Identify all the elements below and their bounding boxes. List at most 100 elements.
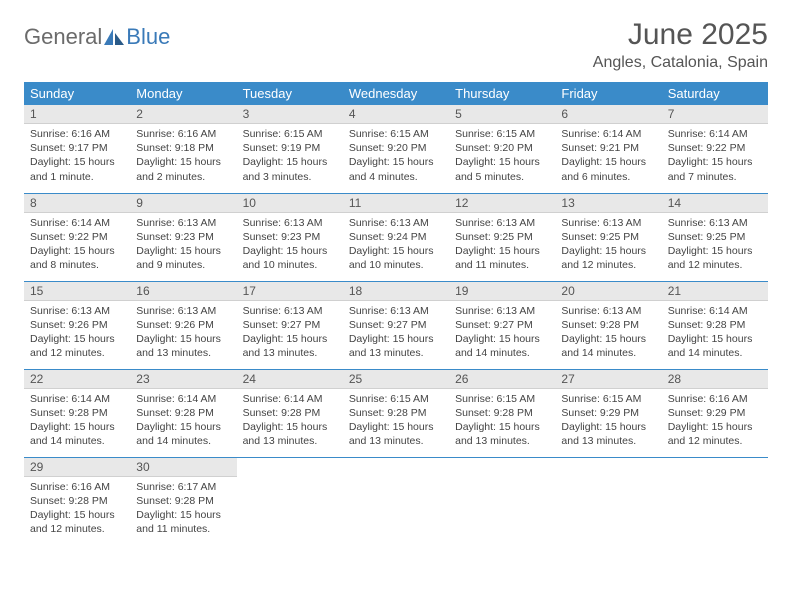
week-row: 15Sunrise: 6:13 AMSunset: 9:26 PMDayligh… — [24, 281, 768, 369]
day-info: Sunrise: 6:15 AMSunset: 9:20 PMDaylight:… — [343, 124, 449, 190]
day-cell: 21Sunrise: 6:14 AMSunset: 9:28 PMDayligh… — [662, 281, 768, 369]
weekday-header: Sunday — [24, 82, 130, 105]
header: General Blue June 2025 Angles, Catalonia… — [24, 18, 768, 72]
day-cell: 1Sunrise: 6:16 AMSunset: 9:17 PMDaylight… — [24, 105, 130, 193]
day-number: 6 — [555, 105, 661, 124]
weekday-header: Tuesday — [237, 82, 343, 105]
day-info: Sunrise: 6:17 AMSunset: 9:28 PMDaylight:… — [130, 477, 236, 543]
day-cell: 19Sunrise: 6:13 AMSunset: 9:27 PMDayligh… — [449, 281, 555, 369]
day-number: 24 — [237, 370, 343, 389]
day-cell: 20Sunrise: 6:13 AMSunset: 9:28 PMDayligh… — [555, 281, 661, 369]
day-cell: 28Sunrise: 6:16 AMSunset: 9:29 PMDayligh… — [662, 369, 768, 457]
day-number: 27 — [555, 370, 661, 389]
day-number: 30 — [130, 458, 236, 477]
day-info: Sunrise: 6:16 AMSunset: 9:17 PMDaylight:… — [24, 124, 130, 190]
week-row: 8Sunrise: 6:14 AMSunset: 9:22 PMDaylight… — [24, 193, 768, 281]
day-info: Sunrise: 6:15 AMSunset: 9:19 PMDaylight:… — [237, 124, 343, 190]
day-number: 13 — [555, 194, 661, 213]
day-info: Sunrise: 6:14 AMSunset: 9:28 PMDaylight:… — [662, 301, 768, 367]
logo: General Blue — [24, 24, 170, 50]
day-cell: 29Sunrise: 6:16 AMSunset: 9:28 PMDayligh… — [24, 457, 130, 545]
day-cell: 25Sunrise: 6:15 AMSunset: 9:28 PMDayligh… — [343, 369, 449, 457]
day-info: Sunrise: 6:15 AMSunset: 9:20 PMDaylight:… — [449, 124, 555, 190]
day-number: 26 — [449, 370, 555, 389]
day-cell: 15Sunrise: 6:13 AMSunset: 9:26 PMDayligh… — [24, 281, 130, 369]
day-number: 8 — [24, 194, 130, 213]
day-info: Sunrise: 6:13 AMSunset: 9:26 PMDaylight:… — [24, 301, 130, 367]
day-number: 17 — [237, 282, 343, 301]
day-cell: 14Sunrise: 6:13 AMSunset: 9:25 PMDayligh… — [662, 193, 768, 281]
day-cell: 13Sunrise: 6:13 AMSunset: 9:25 PMDayligh… — [555, 193, 661, 281]
weekday-header: Wednesday — [343, 82, 449, 105]
day-cell: 30Sunrise: 6:17 AMSunset: 9:28 PMDayligh… — [130, 457, 236, 545]
weekday-header-row: Sunday Monday Tuesday Wednesday Thursday… — [24, 82, 768, 105]
day-cell: 9Sunrise: 6:13 AMSunset: 9:23 PMDaylight… — [130, 193, 236, 281]
day-number: 2 — [130, 105, 236, 124]
day-info: Sunrise: 6:14 AMSunset: 9:28 PMDaylight:… — [24, 389, 130, 455]
day-cell: 17Sunrise: 6:13 AMSunset: 9:27 PMDayligh… — [237, 281, 343, 369]
day-cell: 3Sunrise: 6:15 AMSunset: 9:19 PMDaylight… — [237, 105, 343, 193]
day-cell: 16Sunrise: 6:13 AMSunset: 9:26 PMDayligh… — [130, 281, 236, 369]
day-info: Sunrise: 6:13 AMSunset: 9:28 PMDaylight:… — [555, 301, 661, 367]
day-number: 25 — [343, 370, 449, 389]
day-number: 16 — [130, 282, 236, 301]
day-cell: 23Sunrise: 6:14 AMSunset: 9:28 PMDayligh… — [130, 369, 236, 457]
day-info: Sunrise: 6:14 AMSunset: 9:28 PMDaylight:… — [237, 389, 343, 455]
day-info: Sunrise: 6:16 AMSunset: 9:29 PMDaylight:… — [662, 389, 768, 455]
calendar-table: Sunday Monday Tuesday Wednesday Thursday… — [24, 82, 768, 545]
weekday-header: Monday — [130, 82, 236, 105]
day-info: Sunrise: 6:13 AMSunset: 9:27 PMDaylight:… — [237, 301, 343, 367]
day-info: Sunrise: 6:15 AMSunset: 9:28 PMDaylight:… — [343, 389, 449, 455]
day-number: 22 — [24, 370, 130, 389]
day-number: 14 — [662, 194, 768, 213]
day-number: 9 — [130, 194, 236, 213]
day-number: 15 — [24, 282, 130, 301]
day-cell: 5Sunrise: 6:15 AMSunset: 9:20 PMDaylight… — [449, 105, 555, 193]
day-info: Sunrise: 6:13 AMSunset: 9:23 PMDaylight:… — [237, 213, 343, 279]
day-number: 5 — [449, 105, 555, 124]
day-info: Sunrise: 6:16 AMSunset: 9:28 PMDaylight:… — [24, 477, 130, 543]
day-number: 7 — [662, 105, 768, 124]
day-number: 28 — [662, 370, 768, 389]
day-number: 23 — [130, 370, 236, 389]
day-number: 21 — [662, 282, 768, 301]
day-info: Sunrise: 6:13 AMSunset: 9:27 PMDaylight:… — [449, 301, 555, 367]
logo-text-blue: Blue — [126, 24, 170, 50]
day-info: Sunrise: 6:15 AMSunset: 9:29 PMDaylight:… — [555, 389, 661, 455]
day-cell — [662, 457, 768, 545]
day-cell: 27Sunrise: 6:15 AMSunset: 9:29 PMDayligh… — [555, 369, 661, 457]
week-row: 22Sunrise: 6:14 AMSunset: 9:28 PMDayligh… — [24, 369, 768, 457]
day-cell: 10Sunrise: 6:13 AMSunset: 9:23 PMDayligh… — [237, 193, 343, 281]
day-info: Sunrise: 6:14 AMSunset: 9:28 PMDaylight:… — [130, 389, 236, 455]
day-cell: 2Sunrise: 6:16 AMSunset: 9:18 PMDaylight… — [130, 105, 236, 193]
calendar-body: 1Sunrise: 6:16 AMSunset: 9:17 PMDaylight… — [24, 105, 768, 545]
day-cell: 4Sunrise: 6:15 AMSunset: 9:20 PMDaylight… — [343, 105, 449, 193]
day-info: Sunrise: 6:14 AMSunset: 9:21 PMDaylight:… — [555, 124, 661, 190]
day-info: Sunrise: 6:16 AMSunset: 9:18 PMDaylight:… — [130, 124, 236, 190]
day-number: 10 — [237, 194, 343, 213]
day-cell — [555, 457, 661, 545]
day-cell: 18Sunrise: 6:13 AMSunset: 9:27 PMDayligh… — [343, 281, 449, 369]
logo-text-general: General — [24, 24, 102, 50]
day-cell: 8Sunrise: 6:14 AMSunset: 9:22 PMDaylight… — [24, 193, 130, 281]
day-number: 19 — [449, 282, 555, 301]
day-info: Sunrise: 6:14 AMSunset: 9:22 PMDaylight:… — [662, 124, 768, 190]
weekday-header: Saturday — [662, 82, 768, 105]
day-cell: 22Sunrise: 6:14 AMSunset: 9:28 PMDayligh… — [24, 369, 130, 457]
day-number: 20 — [555, 282, 661, 301]
day-cell: 11Sunrise: 6:13 AMSunset: 9:24 PMDayligh… — [343, 193, 449, 281]
day-cell: 12Sunrise: 6:13 AMSunset: 9:25 PMDayligh… — [449, 193, 555, 281]
weekday-header: Thursday — [449, 82, 555, 105]
day-info: Sunrise: 6:13 AMSunset: 9:25 PMDaylight:… — [662, 213, 768, 279]
day-number: 29 — [24, 458, 130, 477]
location: Angles, Catalonia, Spain — [593, 54, 768, 72]
day-cell — [449, 457, 555, 545]
day-number: 1 — [24, 105, 130, 124]
day-cell: 6Sunrise: 6:14 AMSunset: 9:21 PMDaylight… — [555, 105, 661, 193]
day-info: Sunrise: 6:13 AMSunset: 9:24 PMDaylight:… — [343, 213, 449, 279]
day-info: Sunrise: 6:14 AMSunset: 9:22 PMDaylight:… — [24, 213, 130, 279]
day-number: 11 — [343, 194, 449, 213]
day-info: Sunrise: 6:13 AMSunset: 9:23 PMDaylight:… — [130, 213, 236, 279]
weekday-header: Friday — [555, 82, 661, 105]
day-info: Sunrise: 6:13 AMSunset: 9:25 PMDaylight:… — [555, 213, 661, 279]
